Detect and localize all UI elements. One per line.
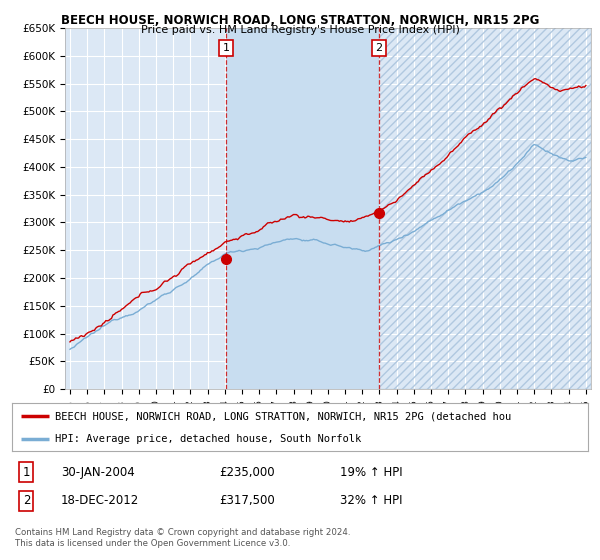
- Text: £317,500: £317,500: [220, 494, 275, 507]
- Text: 2: 2: [376, 43, 383, 53]
- Text: 1: 1: [23, 466, 30, 479]
- Text: 19% ↑ HPI: 19% ↑ HPI: [340, 466, 403, 479]
- Text: 32% ↑ HPI: 32% ↑ HPI: [340, 494, 403, 507]
- Text: 18-DEC-2012: 18-DEC-2012: [61, 494, 139, 507]
- Text: 30-JAN-2004: 30-JAN-2004: [61, 466, 135, 479]
- Bar: [379, 28, 591, 389]
- Text: £235,000: £235,000: [220, 466, 275, 479]
- Bar: [226, 28, 379, 389]
- Text: BEECH HOUSE, NORWICH ROAD, LONG STRATTON, NORWICH, NR15 2PG (detached hou: BEECH HOUSE, NORWICH ROAD, LONG STRATTON…: [55, 411, 511, 421]
- Text: 1: 1: [223, 43, 230, 53]
- Text: Contains HM Land Registry data © Crown copyright and database right 2024.
This d: Contains HM Land Registry data © Crown c…: [15, 528, 350, 548]
- Text: 2: 2: [23, 494, 30, 507]
- Text: BEECH HOUSE, NORWICH ROAD, LONG STRATTON, NORWICH, NR15 2PG: BEECH HOUSE, NORWICH ROAD, LONG STRATTON…: [61, 14, 539, 27]
- Text: Price paid vs. HM Land Registry's House Price Index (HPI): Price paid vs. HM Land Registry's House …: [140, 25, 460, 35]
- Text: HPI: Average price, detached house, South Norfolk: HPI: Average price, detached house, Sout…: [55, 434, 361, 444]
